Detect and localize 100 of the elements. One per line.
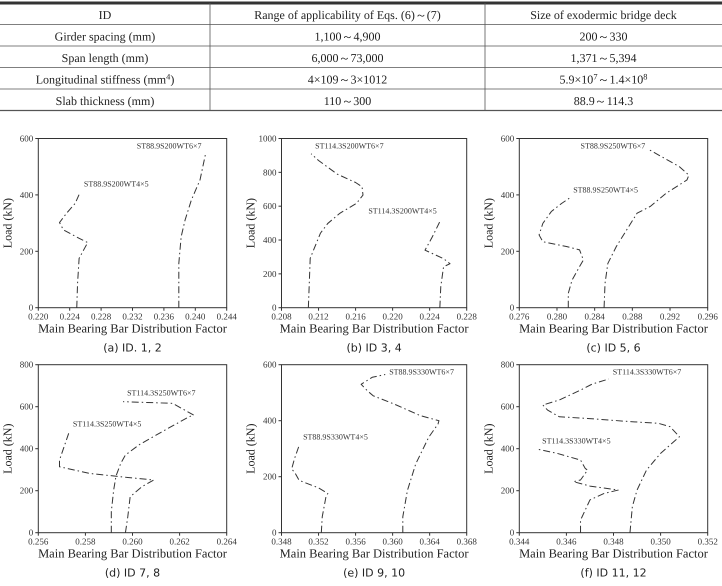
series-label: ST88.9S330WT6×7 [389, 368, 454, 377]
y-tick-label: 600 [263, 360, 277, 370]
x-tick-label: 0.350 [650, 536, 672, 547]
y-tick-label: 200 [500, 486, 515, 496]
x-tick-label: 0.352 [698, 536, 718, 547]
x-tick-label: 0.296 [698, 312, 718, 322]
x-tick-label: 0.232 [122, 312, 143, 322]
x-tick-label: 0.258 [75, 536, 96, 547]
y-tick-label: 400 [263, 416, 277, 426]
text: Slab thickness (mm) [56, 94, 154, 108]
text: Longitudinal stiffness (mm$^{4}$) [36, 72, 174, 86]
text: 5.9×10$^{7}$～1.4×10$^{8}$ [560, 72, 648, 86]
category-label: Range of applicability of Eqs. (6)～(7) [254, 8, 441, 22]
series-label: ST88.9S200WT6×7 [136, 142, 202, 150]
text: 6,000～73,000 [312, 50, 384, 65]
x-tick-label: 0.216 [345, 312, 366, 322]
y-tick-label: 800 [263, 167, 277, 178]
x-tick-label: 0.240 [185, 312, 206, 322]
x-axis-title: Main Bearing Bar Distribution Factor [38, 546, 228, 561]
y-axis-title: Load (kN) [244, 424, 258, 474]
x-tick-label: 0.262 [169, 536, 190, 547]
series-label: ST88.9S330WT4×5 [303, 432, 368, 442]
x-tick-label: 0.236 [154, 312, 175, 322]
x-axis-title: Main Bearing Bar Distribution Factor [519, 322, 709, 336]
x-tick-label: 0.348 [271, 536, 292, 547]
text: 88.9～114.3 [574, 94, 634, 108]
y-tick-label: 800 [500, 360, 515, 370]
y-tick-label: 0 [272, 528, 277, 538]
x-tick-label: 0.280 [546, 312, 568, 322]
series-label: ST114.3S200WT4×5 [368, 206, 437, 216]
x-tick-label: 0.368 [456, 536, 478, 547]
x-tick-label: 0.276 [509, 312, 530, 322]
y-tick-label: 600 [263, 201, 277, 212]
text: 1,371～5,394 [570, 50, 636, 65]
y-tick-label: 600 [20, 134, 34, 144]
y-axis-title: Load (kN) [481, 424, 496, 474]
y-tick-label: 200 [20, 486, 34, 496]
text: 4×109～3×1012 [308, 72, 388, 86]
text: (c) ID 5, 6 [586, 342, 641, 355]
y-axis-title: Load (kN) [481, 198, 496, 248]
x-tick-label: 0.364 [420, 536, 440, 547]
x-axis-title: Main Bearing Bar Distribution Factor [280, 546, 470, 561]
x-tick-label: 0.256 [28, 536, 49, 547]
x-tick-label: 0.220 [382, 312, 404, 322]
y-tick-label: 0 [510, 528, 515, 538]
x-axis-title: Main Bearing Bar Distribution Factor [280, 322, 470, 336]
x-axis-title: Main Bearing Bar Distribution Factor [38, 322, 228, 336]
x-tick-label: 0.352 [308, 536, 329, 547]
series-label: ST88.9S250WT4×5 [573, 185, 638, 194]
text: Girder spacing (mm) [54, 29, 156, 44]
x-tick-label: 0.356 [345, 536, 366, 547]
y-tick-label: 0 [272, 302, 277, 313]
text: Span length (mm) [62, 50, 148, 65]
x-tick-label: 0.228 [456, 312, 478, 322]
y-tick-label: 400 [500, 444, 515, 454]
y-tick-label: 200 [263, 268, 277, 279]
y-tick-label: 600 [500, 402, 515, 412]
category-label: ID [98, 8, 112, 22]
x-tick-label: 0.348 [603, 536, 624, 547]
series-label: ST114.3S250WT6×7 [127, 388, 196, 398]
x-tick-label: 0.224 [60, 312, 80, 322]
y-tick-label: 0 [510, 302, 515, 313]
y-axis-title: Load (kN) [0, 424, 14, 474]
series-label: ST88.9S200WT4×5 [84, 180, 149, 189]
text: 200～330 [580, 29, 628, 44]
category-label: Size of exodermic bridge deck [530, 8, 677, 22]
series-label: ST114.3S200WT6×7 [315, 142, 384, 150]
y-tick-label: 400 [263, 235, 277, 246]
y-tick-label: 0 [28, 528, 34, 538]
text: (d) ID 7, 8 [104, 566, 160, 580]
x-tick-label: 0.264 [216, 536, 238, 547]
x-tick-label: 0.228 [90, 312, 112, 322]
x-axis-title: Main Bearing Bar Distribution Factor [519, 546, 709, 561]
x-tick-label: 0.284 [584, 312, 606, 322]
x-tick-label: 0.212 [308, 312, 329, 322]
y-tick-label: 400 [20, 190, 34, 200]
text: 1,100～4,900 [314, 29, 380, 44]
x-tick-label: 0.244 [216, 312, 238, 322]
series-label: ST114.3S250WT4×5 [72, 420, 142, 429]
x-tick-label: 0.260 [122, 536, 144, 547]
x-tick-label: 0.346 [556, 536, 578, 547]
text: (a) ID. 1, 2 [103, 342, 162, 355]
text: (b) ID 3, 4 [346, 342, 402, 355]
y-tick-label: 200 [500, 246, 515, 256]
text: 110～300 [324, 94, 372, 108]
y-tick-label: 600 [20, 402, 34, 412]
x-tick-label: 0.208 [271, 312, 292, 322]
y-tick-label: 200 [20, 246, 34, 256]
y-axis-title: Load (kN) [244, 198, 258, 248]
y-tick-label: 400 [500, 190, 515, 200]
series-label: ST88.9S250WT6×7 [580, 142, 646, 150]
series-label: ST114.3S330WT4×5 [542, 436, 611, 446]
x-tick-label: 0.224 [420, 312, 440, 322]
y-tick-label: 600 [500, 134, 515, 144]
x-tick-label: 0.292 [660, 312, 680, 322]
text: (f) ID 11, 12 [580, 566, 647, 580]
y-tick-label: 0 [28, 302, 34, 313]
x-tick-label: 0.344 [509, 536, 530, 547]
x-tick-label: 0.220 [28, 312, 49, 322]
x-tick-label: 0.360 [382, 536, 404, 547]
